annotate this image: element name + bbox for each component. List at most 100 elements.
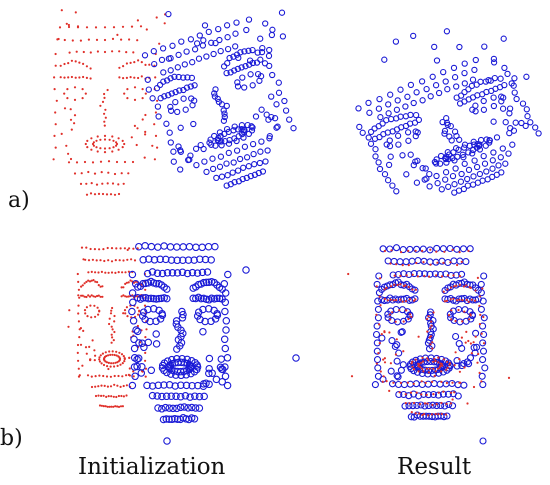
model-point xyxy=(458,251,461,254)
target-point xyxy=(165,10,172,18)
target-point xyxy=(231,179,238,186)
target-point xyxy=(508,80,515,87)
model-point xyxy=(136,39,139,42)
model-point xyxy=(121,139,124,142)
target-point xyxy=(274,123,281,130)
target-point xyxy=(229,169,236,176)
target-point xyxy=(501,64,508,72)
model-point xyxy=(129,61,132,64)
model-point xyxy=(67,23,70,27)
model-point xyxy=(399,381,402,384)
model-point xyxy=(118,357,121,360)
model-point xyxy=(411,360,414,363)
target-point xyxy=(259,44,266,52)
target-point xyxy=(498,93,505,100)
model-point xyxy=(89,77,92,80)
model-point xyxy=(132,375,135,378)
target-point xyxy=(465,166,473,174)
target-point xyxy=(399,361,407,369)
target-point xyxy=(399,152,406,159)
target-point xyxy=(480,152,487,160)
model-point xyxy=(469,313,472,316)
model-point xyxy=(78,374,81,377)
target-point xyxy=(221,138,229,145)
target-point xyxy=(415,392,423,400)
target-point xyxy=(497,75,504,82)
target-point xyxy=(241,48,248,55)
panel-a-initialization xyxy=(52,9,297,196)
model-point xyxy=(429,263,432,266)
model-point xyxy=(114,271,117,274)
model-point xyxy=(101,182,104,185)
model-point xyxy=(468,318,471,321)
target-point xyxy=(476,141,483,148)
model-point xyxy=(71,39,74,42)
model-point xyxy=(106,365,109,368)
target-point xyxy=(435,89,443,97)
model-point xyxy=(111,37,115,41)
target-point xyxy=(154,103,162,110)
model-point xyxy=(482,315,485,319)
target-point xyxy=(188,95,195,102)
model-point xyxy=(103,38,107,42)
model-point xyxy=(389,298,392,301)
model-point xyxy=(75,50,78,53)
model-point xyxy=(82,329,85,332)
model-point xyxy=(117,148,120,151)
target-point xyxy=(513,95,520,103)
target-point xyxy=(172,371,180,379)
target-point xyxy=(464,182,471,189)
model-point xyxy=(446,274,449,277)
model-point xyxy=(98,356,101,359)
model-point xyxy=(103,92,106,96)
target-point xyxy=(395,349,403,357)
target-point xyxy=(218,142,225,149)
model-point xyxy=(88,345,91,348)
target-point xyxy=(178,268,187,277)
target-point xyxy=(143,269,152,278)
target-point xyxy=(433,172,440,180)
target-point xyxy=(477,280,485,288)
target-point xyxy=(203,168,210,176)
model-point xyxy=(155,16,158,19)
model-point xyxy=(404,284,407,287)
target-point xyxy=(474,92,481,99)
target-point xyxy=(527,119,534,126)
target-point xyxy=(453,357,461,365)
model-point xyxy=(89,51,92,54)
model-point xyxy=(394,353,397,356)
target-point xyxy=(158,309,166,318)
model-point xyxy=(390,249,393,252)
target-point xyxy=(224,172,231,179)
model-point xyxy=(94,26,98,29)
model-point xyxy=(163,22,166,25)
target-point xyxy=(141,242,149,250)
model-point xyxy=(113,314,116,318)
model-point xyxy=(115,395,118,399)
model-point xyxy=(103,96,106,99)
target-point xyxy=(355,105,362,112)
target-point xyxy=(250,150,257,158)
model-point xyxy=(97,284,100,287)
target-point xyxy=(472,329,480,337)
target-point xyxy=(143,381,151,390)
model-point xyxy=(79,343,83,346)
target-point xyxy=(128,381,137,390)
model-point xyxy=(431,403,434,407)
model-point xyxy=(86,315,89,318)
target-point xyxy=(459,151,466,158)
target-point xyxy=(217,355,226,363)
model-point xyxy=(398,309,401,312)
model-point xyxy=(133,259,137,262)
target-point xyxy=(457,92,465,99)
model-point xyxy=(105,193,109,196)
target-point xyxy=(506,110,513,117)
target-point xyxy=(478,372,486,380)
model-point xyxy=(120,353,124,356)
model-point xyxy=(418,412,421,415)
model-point xyxy=(426,357,429,360)
model-point xyxy=(113,320,116,323)
target-point xyxy=(444,86,451,93)
target-point xyxy=(261,60,269,67)
model-point xyxy=(407,285,410,289)
